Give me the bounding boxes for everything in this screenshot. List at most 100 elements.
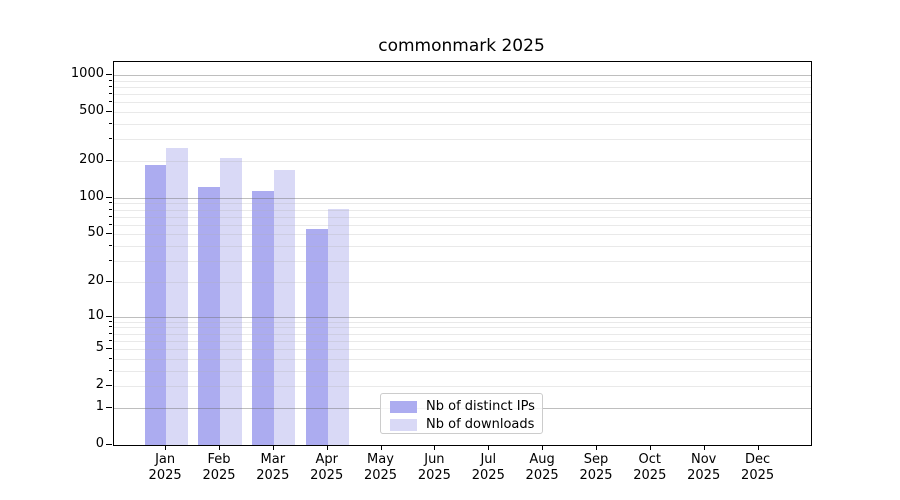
x-tick-month-jan: Jan xyxy=(155,452,176,467)
minor-gridline-90 xyxy=(114,203,811,205)
x-tick-mark-oct xyxy=(649,445,651,450)
y-tick-mark-1000 xyxy=(106,74,112,75)
x-tick-month-jun: Jun xyxy=(424,452,445,467)
x-tick-label-feb: Feb 2025 xyxy=(189,452,249,484)
x-tick-mark-mar xyxy=(272,445,274,450)
chart-title: commonmark 2025 xyxy=(378,36,545,56)
y-minor-tick-mark-800 xyxy=(109,85,112,87)
y-minor-tick-mark-60 xyxy=(109,223,112,225)
y-minor-tick-mark-400 xyxy=(109,123,112,124)
minor-gridline-700 xyxy=(114,94,811,96)
minor-gridline-50 xyxy=(114,234,811,236)
x-tick-label-aug: Aug 2025 xyxy=(512,452,572,484)
y-tick-label-10: 10 xyxy=(87,307,104,323)
legend-label-downloads: Nb of downloads xyxy=(426,417,535,432)
y-tick-label-200: 200 xyxy=(79,152,104,167)
x-tick-label-mar: Mar 2025 xyxy=(243,452,303,484)
minor-gridline-5 xyxy=(114,349,811,350)
x-tick-month-mar: Mar xyxy=(260,452,286,467)
x-tick-year-jul: 2025 xyxy=(471,468,505,483)
bar-feb-distinct-ips xyxy=(198,186,220,445)
x-tick-label-oct: Oct 2025 xyxy=(620,452,680,484)
minor-gridline-200 xyxy=(114,161,811,162)
x-tick-month-oct: Oct xyxy=(638,452,662,467)
legend-swatch-downloads xyxy=(390,418,417,431)
legend: Nb of distinct IPs Nb of downloads xyxy=(380,393,543,434)
minor-gridline-400 xyxy=(114,124,811,125)
y-tick-mark-200 xyxy=(106,160,112,161)
x-tick-mark-dec xyxy=(757,445,759,450)
x-tick-mark-jun xyxy=(434,445,436,450)
plot-area xyxy=(113,61,812,446)
minor-gridline-40 xyxy=(114,246,811,248)
x-tick-label-apr: Apr 2025 xyxy=(297,452,357,484)
plot-clip xyxy=(114,62,811,445)
x-tick-month-apr: Apr xyxy=(315,452,338,467)
y-minor-tick-mark-4 xyxy=(109,357,112,359)
x-tick-month-may: May xyxy=(367,452,394,467)
y-minor-tick-mark-9 xyxy=(109,320,112,322)
legend-entry-downloads: Nb of downloads xyxy=(381,416,542,433)
y-minor-tick-mark-900 xyxy=(109,79,112,81)
y-minor-tick-mark-40 xyxy=(109,245,112,247)
legend-entry-distinct-ips: Nb of distinct IPs xyxy=(381,398,542,415)
x-tick-label-sep: Sep 2025 xyxy=(566,452,626,484)
y-tick-mark-10 xyxy=(106,315,112,317)
x-tick-label-may: May 2025 xyxy=(351,452,411,484)
bar-feb-downloads xyxy=(220,158,242,445)
bar-apr-downloads xyxy=(327,209,350,445)
minor-gridline-500 xyxy=(114,112,811,114)
x-tick-year-oct: 2025 xyxy=(633,468,667,483)
y-tick-label-1: 1 xyxy=(95,398,104,414)
y-tick-mark-2 xyxy=(106,385,112,387)
bar-apr-distinct-ips xyxy=(306,229,328,445)
x-tick-mark-apr xyxy=(326,445,328,450)
y-minor-tick-mark-7 xyxy=(109,332,112,334)
minor-gridline-8 xyxy=(114,327,811,329)
minor-gridline-80 xyxy=(114,209,811,211)
major-gridline-100 xyxy=(114,197,811,199)
minor-gridline-600 xyxy=(114,102,811,104)
x-tick-mark-feb xyxy=(219,445,220,450)
x-tick-mark-jul xyxy=(488,445,490,450)
minor-gridline-70 xyxy=(114,216,811,218)
x-tick-label-dec: Dec 2025 xyxy=(728,452,788,484)
bar-mar-downloads xyxy=(273,170,296,445)
y-minor-tick-mark-700 xyxy=(109,93,112,95)
x-tick-year-apr: 2025 xyxy=(310,468,344,483)
minor-gridline-800 xyxy=(114,86,811,88)
x-tick-label-jan: Jan 2025 xyxy=(135,452,195,484)
y-tick-label-1000: 1000 xyxy=(70,66,104,81)
x-tick-year-aug: 2025 xyxy=(525,468,559,483)
bar-mar-distinct-ips xyxy=(252,191,274,445)
x-tick-mark-aug xyxy=(542,445,544,450)
legend-label-distinct-ips: Nb of distinct IPs xyxy=(426,399,535,414)
x-tick-mark-nov xyxy=(703,445,705,450)
y-tick-mark-50 xyxy=(106,233,112,235)
y-tick-mark-20 xyxy=(106,281,112,282)
bar-jan-distinct-ips xyxy=(144,165,167,445)
y-tick-mark-1 xyxy=(106,406,112,408)
y-minor-tick-mark-6 xyxy=(109,339,112,341)
y-minor-tick-mark-70 xyxy=(109,215,112,217)
y-tick-label-20: 20 xyxy=(87,273,104,288)
legend-swatch-distinct-ips xyxy=(390,400,417,413)
y-tick-label-0: 0 xyxy=(95,436,104,451)
y-tick-mark-500 xyxy=(106,111,112,113)
x-tick-month-sep: Sep xyxy=(583,452,609,467)
minor-gridline-3 xyxy=(114,370,811,372)
x-tick-label-jun: Jun 2025 xyxy=(404,452,464,484)
x-tick-year-dec: 2025 xyxy=(741,468,775,483)
y-tick-label-5: 5 xyxy=(95,340,104,355)
legend-rows: Nb of distinct IPs Nb of downloads xyxy=(381,398,542,433)
x-tick-mark-may xyxy=(380,445,382,450)
y-minor-tick-mark-90 xyxy=(109,202,112,204)
y-minor-tick-mark-3 xyxy=(109,369,112,371)
x-tick-label-jul: Jul 2025 xyxy=(458,452,518,484)
minor-gridline-2 xyxy=(114,386,811,388)
x-tick-mark-jan xyxy=(165,445,167,450)
x-tick-label-nov: Nov 2025 xyxy=(674,452,734,484)
minor-gridline-30 xyxy=(114,261,811,263)
minor-gridline-300 xyxy=(114,139,811,141)
